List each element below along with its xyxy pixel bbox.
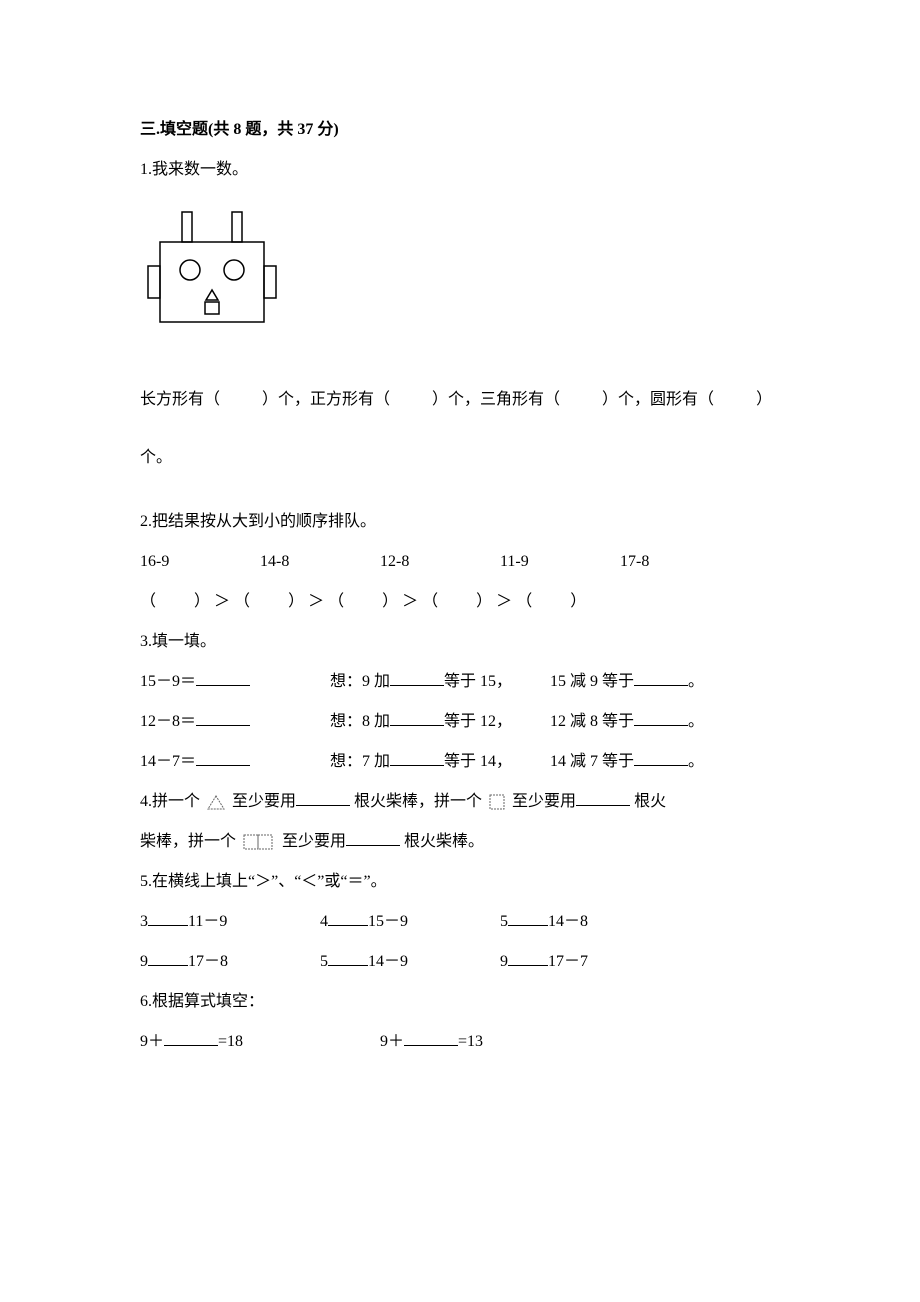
q5-1-0-r: 17－8 <box>188 953 228 970</box>
q2-lp: （ <box>140 593 156 610</box>
q6-1-l: 9＋ <box>380 1033 404 1050</box>
q2-rp: ） <box>476 593 492 610</box>
q2-gt: ＞ <box>402 593 418 610</box>
q3-1-b2: 等于 12， <box>444 713 512 730</box>
q1-text-c: ）个，三角形有（ <box>432 391 560 408</box>
q2-rp: ） <box>382 593 398 610</box>
q3-0-c2: 。 <box>688 673 704 690</box>
q5-row-0: 3 11－9 4 15－9 5 14－8 <box>140 902 780 942</box>
q4-line-2: 柴棒，拼一个 至少要用 根火柴棒。 <box>140 822 780 862</box>
q4-h: 根火柴棒。 <box>404 833 484 850</box>
q2-rp: ） <box>570 593 586 610</box>
q4-a: 4.拼一个 <box>140 793 200 810</box>
q3-2-c2: 。 <box>688 753 704 770</box>
q5-0-2-r: 14－8 <box>548 913 588 930</box>
q1-text-b: ）个，正方形有（ <box>262 391 390 408</box>
q3-1-c1: 12 减 8 等于 <box>550 713 634 730</box>
q2-prompt: 2.把结果按从大到小的顺序排队。 <box>140 502 780 542</box>
q6-0-l: 9＋ <box>140 1033 164 1050</box>
q2-expr-1: 14-8 <box>260 542 380 582</box>
q2-lp: （ <box>516 593 532 610</box>
q4-e: 根火 <box>634 793 666 810</box>
q1-fill-line-2: 个。 <box>140 438 780 478</box>
q5-1-2-r: 17－7 <box>548 953 588 970</box>
q3-prompt: 3.填一填。 <box>140 622 780 662</box>
q1-fill-line-1: 长方形有（ ）个，正方形有（ ）个，三角形有（ ）个，圆形有（ ） <box>140 380 780 420</box>
q1-text-d: ）个，圆形有（ <box>602 391 714 408</box>
q2-lp: （ <box>234 593 250 610</box>
q5-0-0-l: 3 <box>140 913 148 930</box>
q3-1-c2: 。 <box>688 713 704 730</box>
q2-expressions: 16-9 14-8 12-8 11-9 17-8 <box>140 542 780 582</box>
q6-prompt: 6.根据算式填空： <box>140 982 780 1022</box>
q3-1-a: 12－8＝ <box>140 713 196 730</box>
q1-text-e: ） <box>756 391 772 408</box>
q2-expr-2: 12-8 <box>380 542 500 582</box>
q2-order-line: （ ） ＞ （ ） ＞ （ ） ＞ （ ） ＞ （ ） <box>140 582 780 622</box>
q3-2-b2: 等于 14， <box>444 753 512 770</box>
q4-g: 至少要用 <box>282 833 346 850</box>
q5-1-1-r: 14－9 <box>368 953 408 970</box>
q3-0-b2: 等于 15， <box>444 673 512 690</box>
q6-1-r: =13 <box>458 1033 483 1050</box>
q6-0-r: =18 <box>218 1033 243 1050</box>
q5-row-1: 9 17－8 5 14－9 9 17－7 <box>140 942 780 982</box>
q5-1-1-l: 5 <box>320 953 328 970</box>
q3-0-b1: 想：9 加 <box>330 673 390 690</box>
q4-b: 至少要用 <box>232 793 296 810</box>
q3-2-a: 14－7＝ <box>140 753 196 770</box>
q2-gt: ＞ <box>214 593 230 610</box>
q5-1-2-l: 9 <box>500 953 508 970</box>
q2-expr-3: 11-9 <box>500 542 620 582</box>
q4-c: 根火柴棒，拼一个 <box>354 793 482 810</box>
triangle-icon <box>206 793 226 811</box>
q1-text-a: 长方形有（ <box>140 391 220 408</box>
q2-rp: ） <box>194 593 210 610</box>
q3-1-b1: 想：8 加 <box>330 713 390 730</box>
q2-gt: ＞ <box>496 593 512 610</box>
q3-row-0: 15－9＝ 想：9 加 等于 15， 15 减 9 等于 。 <box>140 662 780 702</box>
q5-0-1-l: 4 <box>320 913 328 930</box>
q3-2-c1: 14 减 7 等于 <box>550 753 634 770</box>
q3-row-2: 14－7＝ 想：7 加 等于 14， 14 减 7 等于 。 <box>140 742 780 782</box>
q5-0-0-r: 11－9 <box>188 913 227 930</box>
q2-expr-0: 16-9 <box>140 542 260 582</box>
q4-d: 至少要用 <box>512 793 576 810</box>
q2-gt: ＞ <box>308 593 324 610</box>
q3-2-b1: 想：7 加 <box>330 753 390 770</box>
q5-0-1-r: 15－9 <box>368 913 408 930</box>
q2-lp: （ <box>422 593 438 610</box>
q3-row-1: 12－8＝ 想：8 加 等于 12， 12 减 8 等于 。 <box>140 702 780 742</box>
q2-lp: （ <box>328 593 344 610</box>
square-icon <box>488 793 506 811</box>
two-squares-icon <box>242 832 276 852</box>
q3-0-a: 15－9＝ <box>140 673 196 690</box>
q4-line-1: 4.拼一个 至少要用 根火柴棒，拼一个 至少要用 根火 <box>140 782 780 822</box>
robot-figure <box>140 204 780 360</box>
q5-0-2-l: 5 <box>500 913 508 930</box>
q5-prompt: 5.在横线上填上“＞”、“＜”或“＝”。 <box>140 862 780 902</box>
section-title: 三.填空题(共 8 题，共 37 分) <box>140 110 780 150</box>
q1-prompt: 1.我来数一数。 <box>140 150 780 190</box>
q2-expr-4: 17-8 <box>620 542 740 582</box>
q6-row: 9＋ =18 9＋ =13 <box>140 1022 780 1062</box>
q2-rp: ） <box>288 593 304 610</box>
q4-f: 柴棒，拼一个 <box>140 833 236 850</box>
q3-0-c1: 15 减 9 等于 <box>550 673 634 690</box>
q5-1-0-l: 9 <box>140 953 148 970</box>
